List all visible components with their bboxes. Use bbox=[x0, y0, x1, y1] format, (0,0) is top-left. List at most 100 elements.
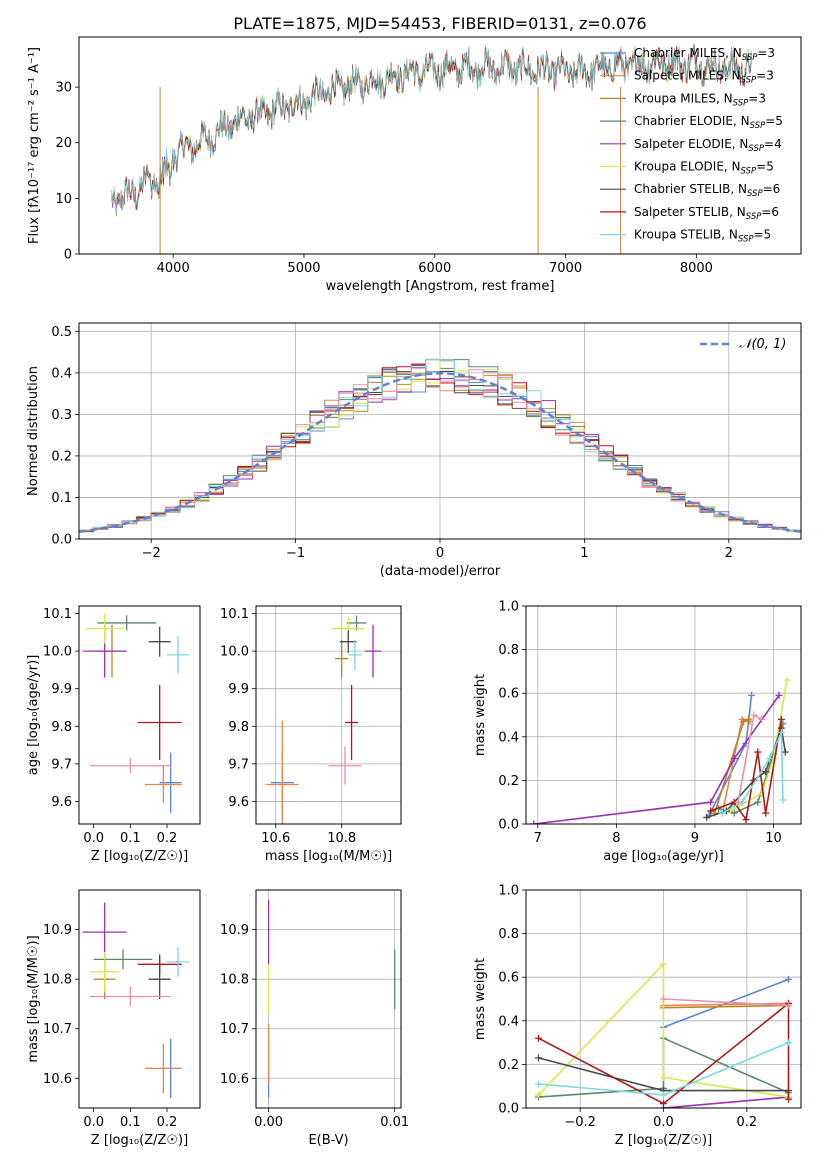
x-tick-label: 0.2 bbox=[736, 1115, 757, 1130]
spectrum-line bbox=[111, 46, 752, 215]
legend-label-sub: SSP bbox=[741, 76, 757, 86]
series-marker bbox=[660, 995, 667, 1003]
legend-label-sub: SSP bbox=[742, 53, 758, 63]
panel-weight_vs_age: 7 8 9 10 0.0 0.2 0.4 0.6 0.8 1.0 age [log₁₀(age/yr… bbox=[473, 600, 802, 864]
y-tick-label: 0.6 bbox=[498, 971, 519, 986]
series-marker bbox=[730, 809, 738, 817]
normal-curve bbox=[79, 372, 801, 533]
axes-frame bbox=[78, 605, 201, 825]
y-tick-label: 9.9 bbox=[51, 682, 72, 697]
y-tick-label: 1.0 bbox=[498, 884, 519, 899]
panel-age_vs_Z: 0.0 0.1 0.2 9.6 9.7 9.8 9.9 10.0 10.1 Z [log₁₀(Z/… bbox=[26, 605, 201, 864]
y-tick-label: 0 bbox=[64, 248, 72, 263]
series-marker bbox=[762, 768, 770, 776]
x-axis-label: Z [log₁₀(Z/Z☉)] bbox=[91, 1133, 188, 1148]
x-tick-label: −0.2 bbox=[564, 1115, 596, 1130]
legend-label: Kroupa ELODIE, NSSP=5 bbox=[634, 160, 774, 177]
y-tick-label: 20 bbox=[55, 136, 72, 151]
series-marker bbox=[535, 1034, 542, 1042]
legend-label: Chabrier MILES, NSSP=3 bbox=[634, 46, 775, 63]
series-marker bbox=[754, 798, 762, 806]
legend-label-suffix: =6 bbox=[763, 182, 781, 196]
series-marker bbox=[730, 755, 738, 763]
plot-area bbox=[82, 613, 189, 813]
axes-frame bbox=[255, 889, 402, 1109]
y-tick-label: 0.1 bbox=[51, 491, 72, 506]
series-marker bbox=[775, 691, 783, 699]
data-point bbox=[265, 720, 299, 824]
series-marker bbox=[744, 715, 752, 723]
legend-label-text: Kroupa MILES, N bbox=[634, 91, 733, 105]
series-marker bbox=[766, 755, 774, 763]
y-axis-label: mass [log₁₀(M/M☉)] bbox=[26, 935, 41, 1062]
series-marker bbox=[734, 798, 742, 806]
series-marker bbox=[707, 807, 715, 815]
data-point bbox=[97, 615, 156, 631]
y-tick-label: 0.2 bbox=[51, 449, 72, 464]
axes-frame bbox=[78, 36, 802, 255]
series-marker bbox=[535, 1054, 542, 1062]
legend-label-suffix: =5 bbox=[756, 160, 774, 174]
series-marker bbox=[750, 711, 758, 719]
series-line bbox=[537, 962, 789, 1098]
x-tick-label: 2 bbox=[725, 546, 733, 561]
axes-frame bbox=[255, 605, 402, 825]
data-point bbox=[90, 986, 171, 1007]
data-point bbox=[90, 951, 120, 992]
x-tick-label: 10 bbox=[765, 831, 782, 846]
x-tick-label: −1 bbox=[286, 546, 305, 561]
x-tick-label: 0.0 bbox=[83, 1115, 104, 1130]
data-point bbox=[335, 639, 349, 678]
legend-label-text: Kroupa STELIB, N bbox=[634, 228, 738, 242]
legend-label: Chabrier ELODIE, NSSP=5 bbox=[634, 114, 783, 131]
legend-label: Kroupa STELIB, NSSP=5 bbox=[634, 228, 771, 245]
series-line bbox=[710, 719, 783, 822]
data-point bbox=[348, 639, 362, 670]
y-tick-label: 0.8 bbox=[498, 927, 519, 942]
data-point bbox=[328, 746, 362, 785]
y-tick-label: 10.6 bbox=[220, 1072, 249, 1087]
x-tick-label: 0.0 bbox=[83, 831, 104, 846]
legend-label-suffix: =6 bbox=[761, 205, 779, 219]
plot-area bbox=[82, 902, 189, 1099]
series-marker bbox=[535, 1091, 542, 1099]
y-axis-label: mass weight bbox=[473, 958, 488, 1040]
series-line bbox=[533, 694, 780, 824]
series-line bbox=[729, 679, 788, 812]
y-tick-label: 0.4 bbox=[498, 730, 519, 745]
y-tick-label: 10.9 bbox=[43, 923, 72, 938]
x-tick-label: 7000 bbox=[549, 261, 582, 276]
y-tick-label: 0.4 bbox=[498, 1014, 519, 1029]
y-tick-label: 0.6 bbox=[498, 687, 519, 702]
y-tick-label: 10.1 bbox=[220, 607, 249, 622]
y-tick-label: 0.3 bbox=[51, 408, 72, 423]
series-marker bbox=[785, 1002, 792, 1010]
data-point bbox=[137, 954, 182, 975]
legend-label-sub: SSP bbox=[746, 212, 762, 222]
series-marker bbox=[777, 728, 785, 736]
x-axis-label: age [log₁₀(age/yr)] bbox=[603, 849, 724, 864]
data-point bbox=[86, 613, 123, 644]
plot-area bbox=[265, 615, 382, 824]
data-point bbox=[148, 626, 171, 657]
data-point bbox=[145, 1043, 182, 1094]
series-marker bbox=[783, 676, 791, 684]
series-marker bbox=[777, 715, 785, 723]
y-axis-label: Flux [fλ10⁻¹⁷ erg cm⁻² s⁻¹ A⁻¹] bbox=[27, 47, 42, 244]
y-tick-label: 30 bbox=[55, 81, 72, 96]
x-axis-label: Z [log₁₀(Z/Z☉)] bbox=[615, 1133, 712, 1148]
x-tick-label: 0.1 bbox=[120, 1115, 141, 1130]
series-line bbox=[663, 978, 789, 1029]
series-marker bbox=[660, 1100, 667, 1108]
legend-label-sub: SSP bbox=[747, 189, 763, 199]
data-point bbox=[167, 946, 189, 977]
legend-label-sub: SSP bbox=[733, 98, 749, 108]
axes-frame bbox=[525, 889, 802, 1109]
plot-area bbox=[79, 358, 801, 534]
legend-label-text: Chabrier ELODIE, N bbox=[634, 114, 750, 128]
series-line bbox=[538, 1001, 790, 1105]
series-marker bbox=[762, 809, 770, 817]
y-tick-label: 9.7 bbox=[228, 757, 249, 772]
data-point bbox=[344, 684, 359, 761]
